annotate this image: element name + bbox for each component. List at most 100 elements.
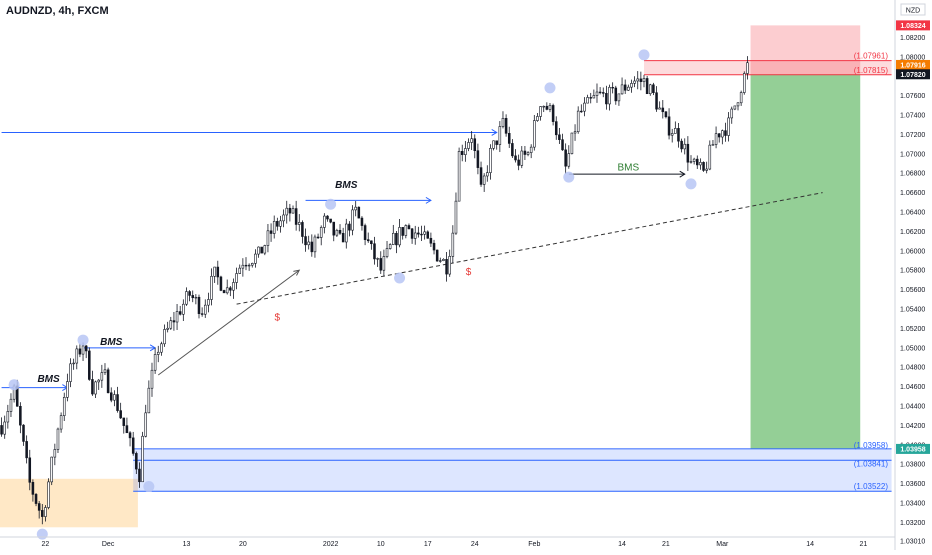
candle [429,232,433,247]
y-tick-label: 1.03010 [900,538,925,545]
candle [348,221,351,237]
trend-arrow-head [293,269,301,276]
candle [241,258,245,277]
candle [658,101,661,110]
trend-arrow-line [157,269,300,376]
candle-body [633,80,636,84]
candle-body [429,237,433,244]
currency-label: NZD [906,8,920,15]
candle-body [323,215,326,228]
x-tick-label: 21 [859,541,867,548]
candle [363,223,367,246]
candle-body [47,481,50,508]
candle-body [711,144,715,146]
candle [407,223,411,230]
candle-body [514,155,517,161]
candle [88,347,91,381]
candle [567,145,571,169]
candle-body [686,143,690,163]
candle [310,234,314,257]
candle-body [639,78,643,83]
candle-body [423,231,426,235]
candle [338,224,342,235]
candle [652,82,655,96]
candle [122,417,126,434]
candle [548,103,552,113]
liquidity-label: $ [275,313,281,324]
candle-body [398,227,401,246]
candle-body [307,241,310,246]
support-zone [133,449,892,492]
candle [197,294,201,319]
candle-body [44,507,47,517]
support-level-label: (1.03841) [854,459,889,468]
candle-body [617,93,621,102]
candle-body [72,362,75,365]
candle [156,345,160,363]
y-tick-label: 1.03400 [900,501,925,508]
candle-body [476,150,480,168]
candle [119,402,122,419]
candle-body [31,481,35,495]
candle [633,76,636,88]
candle-body [501,118,505,127]
price-badge-label: 1.07820 [900,72,925,79]
price-badge-label: 1.03958 [900,446,925,453]
candle-body [730,108,734,119]
candle [482,173,486,192]
candle-body [360,217,364,226]
candle [470,131,473,151]
candle [341,227,345,243]
candle-body [213,266,216,277]
candle-body [680,140,683,150]
candle-body [674,128,677,134]
candle-body [435,249,439,262]
swing-point-marker [394,272,406,284]
candle-body [269,230,273,234]
candle [448,249,451,277]
candle [423,225,426,240]
y-tick-label: 1.06000 [900,248,925,255]
candle [586,94,589,104]
candle [598,87,602,95]
candle-body [608,86,611,105]
candle [59,412,63,433]
price-badge-bg [896,59,930,70]
swing-point-marker [77,334,89,346]
candle-body [78,348,82,355]
candle [592,89,596,99]
candle [150,362,154,397]
dashed-trendline [236,192,823,305]
bms-label: BMS [335,180,358,191]
x-tick-label: 2022 [323,541,339,548]
y-tick-label: 1.08000 [900,54,925,61]
candle-body [708,144,712,170]
candle [564,143,567,174]
candle [705,161,708,174]
candle [373,236,376,265]
price-badge: 1.03958 [896,443,930,454]
candle-body [329,218,332,223]
price-badge-label: 1.08324 [900,23,925,30]
bms-label: BMS [100,337,123,348]
candle-body [326,215,329,220]
candle-body [50,456,53,483]
candle [730,106,734,124]
candle-body [304,236,307,246]
candle [235,267,238,290]
candle-body [244,264,248,267]
candle [138,462,141,488]
stop-loss-zone [750,25,861,75]
candle [66,373,69,402]
candle-body [310,241,314,253]
candle [404,224,408,239]
candle [175,303,179,331]
candle-body [84,345,88,352]
candle [326,215,329,222]
candle [583,97,586,117]
candle-body [702,162,705,171]
candle-body [163,329,166,345]
candle [620,77,624,95]
